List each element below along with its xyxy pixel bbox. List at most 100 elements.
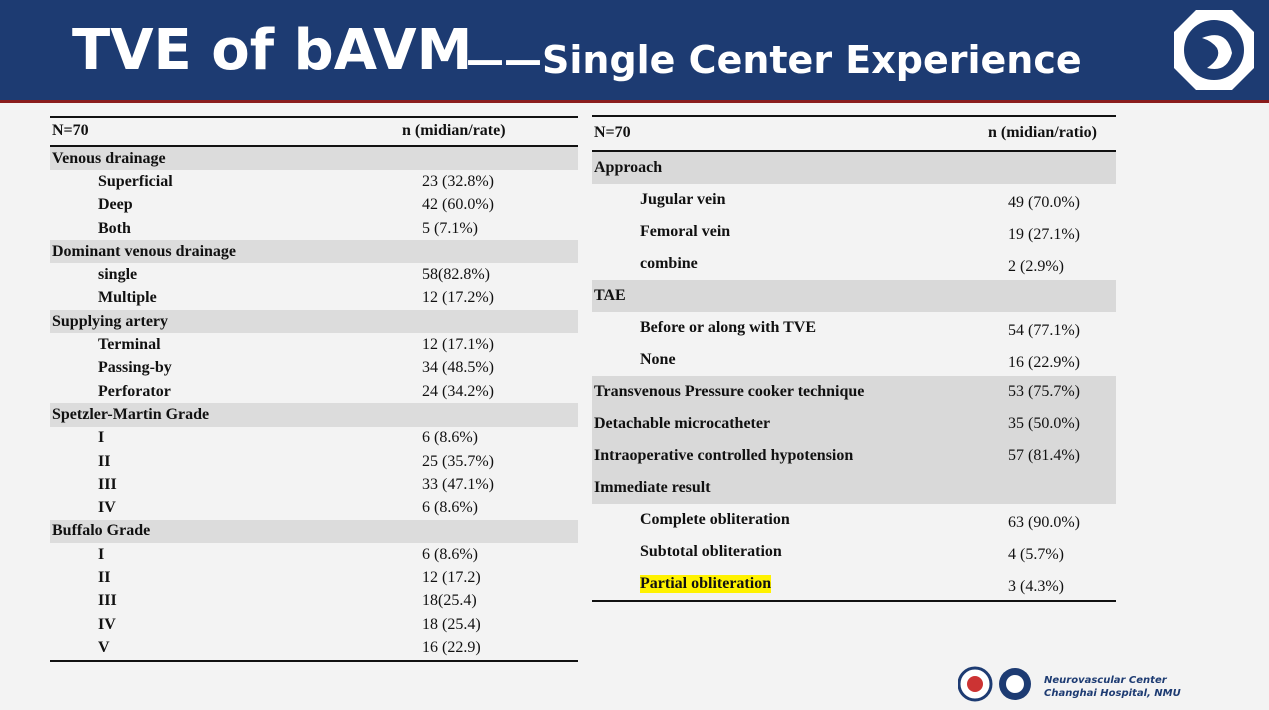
- row-label: Jugular vein: [640, 191, 726, 208]
- title: TVE of bAVM: [72, 18, 473, 83]
- data-row: IV 18 (25.4): [50, 613, 578, 636]
- value: 33 (47.1%): [422, 475, 494, 493]
- row-label: None: [640, 351, 676, 368]
- header-cell: n (midian/ratio): [988, 123, 1097, 141]
- section-label: Immediate result: [594, 479, 711, 496]
- value: 24 (34.2%): [422, 382, 494, 400]
- value: 42 (60.0%): [422, 196, 494, 214]
- section-row: Approach: [592, 152, 1116, 184]
- value: 58(82.8%): [422, 266, 490, 284]
- logo: [1174, 10, 1254, 90]
- footer-logos: [958, 666, 1031, 702]
- data-row: III 18(25.4): [50, 590, 578, 613]
- value: 18 (25.4): [422, 615, 481, 633]
- section-row: Spetzler-Martin Grade: [50, 403, 578, 427]
- value: 6 (8.6%): [422, 545, 478, 563]
- data-row: Partial obliteration 3 (4.3%): [592, 568, 1116, 600]
- data-row: Multiple 12 (17.2%): [50, 287, 578, 310]
- section-row: Transvenous Pressure cooker technique 53 …: [592, 376, 1116, 408]
- subtitle: ——Single Center Experience: [466, 38, 1082, 82]
- row-label: I: [98, 545, 105, 563]
- row-label: Passing-by: [98, 359, 172, 377]
- data-row: II 12 (17.2): [50, 566, 578, 589]
- section-label: Transvenous Pressure cooker technique: [594, 383, 865, 400]
- value: 16 (22.9%): [1008, 354, 1080, 371]
- data-row: combine 2 (2.9%): [592, 248, 1116, 280]
- footer-line: Changhai Hospital, NMU: [1044, 688, 1181, 699]
- rule: [50, 659, 578, 662]
- data-row: III 33 (47.1%): [50, 473, 578, 496]
- header-cell: N=70: [594, 123, 631, 141]
- footer-line: Neurovascular Center: [1044, 675, 1167, 686]
- header-row: N=70 n (midian/ratio): [592, 115, 1116, 150]
- data-row: Complete obliteration 63 (90.0%): [592, 504, 1116, 536]
- section-row: Supplying artery: [50, 310, 578, 334]
- rule: [592, 150, 1116, 152]
- section-row: Intraoperative controlled hypotension 57 …: [592, 440, 1116, 472]
- row-label: Multiple: [98, 289, 157, 307]
- value: 54 (77.1%): [1008, 322, 1080, 339]
- value: 2 (2.9%): [1008, 258, 1064, 275]
- data-row: Terminal 12 (17.1%): [50, 333, 578, 356]
- value: 34 (48.5%): [422, 359, 494, 377]
- row-label: Partial obliteration: [640, 575, 772, 593]
- data-row: I 6 (8.6%): [50, 427, 578, 450]
- value: 23 (32.8%): [422, 172, 494, 190]
- data-row: Femoral vein 19 (27.1%): [592, 216, 1116, 248]
- row-label: I: [98, 429, 105, 447]
- data-row: IV 6 (8.6%): [50, 497, 578, 520]
- row-label: Perforator: [98, 382, 171, 400]
- section-label: Dominant venous drainage: [52, 242, 237, 260]
- section-row: Immediate result: [592, 472, 1116, 504]
- data-row: I 6 (8.6%): [50, 543, 578, 566]
- row-label: III: [98, 592, 117, 610]
- value: 35 (50.0%): [1008, 415, 1080, 432]
- rule: [592, 600, 1116, 602]
- header-bar: TVE of bAVM ——Single Center Experience: [0, 0, 1269, 103]
- data-row: Jugular vein 49 (70.0%): [592, 184, 1116, 216]
- value: 57 (81.4%): [1008, 447, 1080, 464]
- data-row: Passing-by 34 (48.5%): [50, 357, 578, 380]
- row-label: Both: [98, 219, 131, 237]
- section-row: Detachable microcatheter 35 (50.0%): [592, 408, 1116, 440]
- value: 19 (27.1%): [1008, 226, 1080, 243]
- data-row: II 25 (35.7%): [50, 450, 578, 473]
- data-row: Deep 42 (60.0%): [50, 194, 578, 217]
- value: 63 (90.0%): [1008, 514, 1080, 531]
- row-label: II: [98, 569, 111, 587]
- value: 12 (17.1%): [422, 336, 494, 354]
- section-label: TAE: [594, 287, 626, 304]
- row-label: IV: [98, 499, 116, 517]
- data-row: Subtotal obliteration 4 (5.7%): [592, 536, 1116, 568]
- section-label: Spetzler-Martin Grade: [52, 405, 210, 423]
- row-label: Femoral vein: [640, 223, 731, 240]
- row-label: combine: [640, 255, 698, 272]
- rule: [592, 115, 1116, 117]
- data-row: V 16 (22.9): [50, 636, 578, 659]
- section-label: Approach: [594, 159, 663, 176]
- section-label: Intraoperative controlled hypotension: [594, 447, 854, 464]
- row-label: Deep: [98, 196, 133, 214]
- header-cell: n (midian/rate): [402, 121, 506, 139]
- row-label: Terminal: [98, 336, 161, 354]
- value: 4 (5.7%): [1008, 546, 1064, 563]
- section-label: Buffalo Grade: [52, 522, 151, 540]
- section-label: Supplying artery: [52, 312, 169, 330]
- row-label: Superficial: [98, 172, 173, 190]
- value: 6 (8.6%): [422, 499, 478, 517]
- rule: [50, 116, 578, 118]
- section-row: TAE: [592, 280, 1116, 312]
- value: 12 (17.2%): [422, 289, 494, 307]
- row-label: Complete obliteration: [640, 511, 790, 528]
- row-label: Before or along with TVE: [640, 319, 817, 336]
- section-row: Dominant venous drainage: [50, 240, 578, 264]
- value: 18(25.4): [422, 592, 477, 610]
- data-row: Perforator 24 (34.2%): [50, 380, 578, 403]
- section-row: Venous drainage: [50, 147, 578, 171]
- footer-text: Neurovascular Center Changhai Hospital, …: [1044, 674, 1181, 700]
- header-cell: N=70: [52, 121, 89, 139]
- data-row: None 16 (22.9%): [592, 344, 1116, 376]
- value: 53 (75.7%): [1008, 383, 1080, 400]
- value: 25 (35.7%): [422, 452, 494, 470]
